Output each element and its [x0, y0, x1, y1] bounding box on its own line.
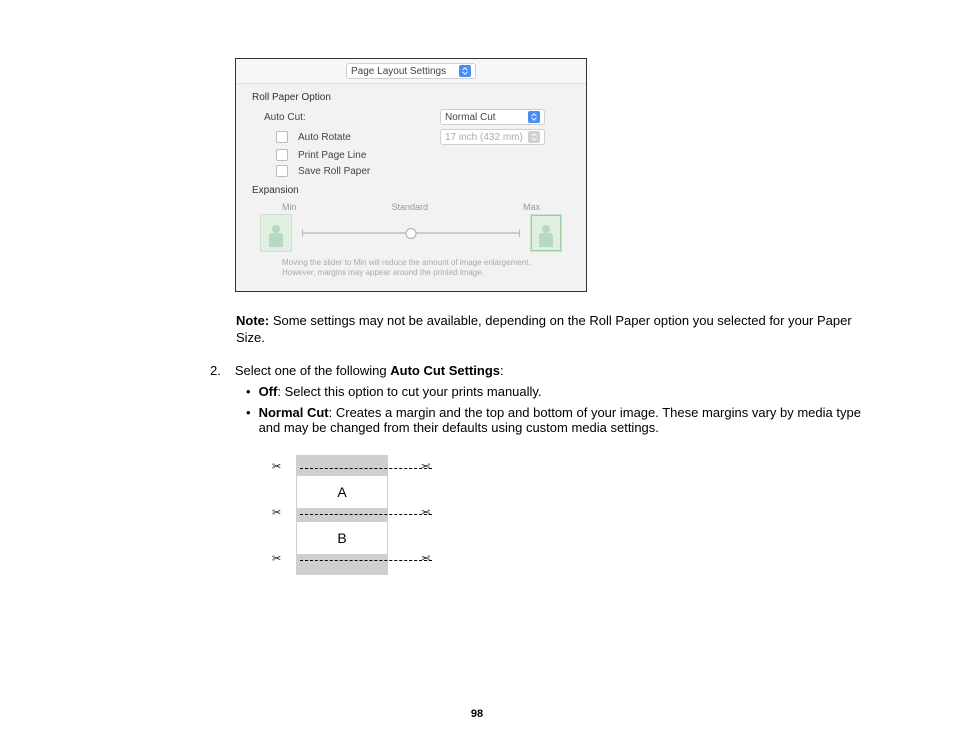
scissors-icon: ✂: [421, 554, 430, 565]
chevron-updown-icon: [459, 65, 471, 77]
step-body: Select one of the following Auto Cut Set…: [235, 363, 504, 378]
expansion-thumb-max: [530, 214, 562, 252]
width-value: 17 inch (432 mm): [445, 132, 523, 143]
bullet-body: Off: Select this option to cut your prin…: [259, 384, 542, 399]
auto-cut-label: Auto Cut:: [264, 112, 306, 123]
step-2: 2. Select one of the following Auto Cut …: [210, 363, 884, 378]
scissors-icon: ✂: [421, 462, 430, 473]
note-label: Note:: [236, 313, 269, 328]
frame-b-label: B: [337, 530, 346, 546]
bullet-normal-label: Normal Cut: [259, 405, 329, 420]
header-dropdown-label: Page Layout Settings: [351, 66, 446, 77]
step-body-post: :: [500, 363, 504, 378]
frame-a-label: A: [337, 484, 346, 500]
gray-band: [296, 561, 388, 575]
page-layout-dialog: Page Layout Settings Roll Paper Option A…: [235, 58, 587, 292]
hint-line-1: Moving the slider to Min will reduce the…: [282, 258, 558, 268]
auto-cut-value: Normal Cut: [445, 112, 496, 123]
bullet-dot: •: [246, 405, 251, 435]
scissors-icon: ✂: [272, 554, 281, 565]
expansion-section-title: Expansion: [252, 185, 570, 196]
frame-b: B: [296, 522, 388, 554]
bullet-normal-cut: • Normal Cut: Creates a margin and the t…: [246, 405, 884, 435]
dialog-body: Roll Paper Option Auto Cut: Normal Cut A…: [236, 84, 586, 291]
expansion-slider[interactable]: [302, 232, 520, 234]
auto-rotate-label: Auto Rotate: [298, 132, 351, 143]
gray-band: [296, 469, 388, 476]
expansion-slider-row: [252, 212, 570, 254]
save-roll-paper-checkbox[interactable]: [276, 165, 288, 177]
expansion-std-label: Standard: [391, 202, 428, 212]
header-dropdown[interactable]: Page Layout Settings: [346, 63, 476, 79]
chevron-updown-icon: [528, 111, 540, 123]
bullet-off-body: : Select this option to cut your prints …: [277, 384, 541, 399]
expansion-thumb-min: [260, 214, 292, 252]
page-number: 98: [0, 708, 954, 720]
dialog-header: Page Layout Settings: [236, 59, 586, 84]
print-page-line-label: Print Page Line: [298, 150, 366, 161]
scissors-icon: ✂: [421, 508, 430, 519]
scissors-icon: ✂: [272, 508, 281, 519]
bullet-off-label: Off: [259, 384, 278, 399]
roll-paper-section-title: Roll Paper Option: [252, 92, 570, 103]
step-body-pre: Select one of the following: [235, 363, 390, 378]
bullet-dot: •: [246, 384, 251, 399]
expansion-hint: Moving the slider to Min will reduce the…: [252, 254, 570, 281]
gray-band: [296, 515, 388, 522]
save-roll-paper-label: Save Roll Paper: [298, 166, 370, 177]
width-dropdown: 17 inch (432 mm): [440, 129, 545, 145]
print-page-line-checkbox[interactable]: [276, 149, 288, 161]
note-body: Some settings may not be available, depe…: [236, 313, 852, 346]
step-body-bold: Auto Cut Settings: [390, 363, 500, 378]
bullet-normal-body: : Creates a margin and the top and botto…: [259, 405, 861, 435]
hint-line-2: However, margins may appear around the p…: [282, 268, 558, 278]
bullet-body: Normal Cut: Creates a margin and the top…: [259, 405, 884, 435]
frame-a: A: [296, 476, 388, 508]
normal-cut-diagram: ✂ ✂ A ✂ ✂ B ✂ ✂: [272, 455, 412, 575]
chevron-updown-icon: [528, 131, 540, 143]
step-number: 2.: [210, 363, 221, 378]
gray-band: [296, 455, 388, 469]
expansion-max-label: Max: [523, 202, 540, 212]
scissors-icon: ✂: [272, 462, 281, 473]
expansion-min-label: Min: [282, 202, 297, 212]
auto-rotate-checkbox[interactable]: [276, 131, 288, 143]
note-paragraph: Note: Some settings may not be available…: [236, 312, 884, 347]
bullet-off: • Off: Select this option to cut your pr…: [246, 384, 884, 399]
auto-cut-dropdown[interactable]: Normal Cut: [440, 109, 545, 125]
expansion-labels: Min Standard Max: [252, 200, 570, 212]
